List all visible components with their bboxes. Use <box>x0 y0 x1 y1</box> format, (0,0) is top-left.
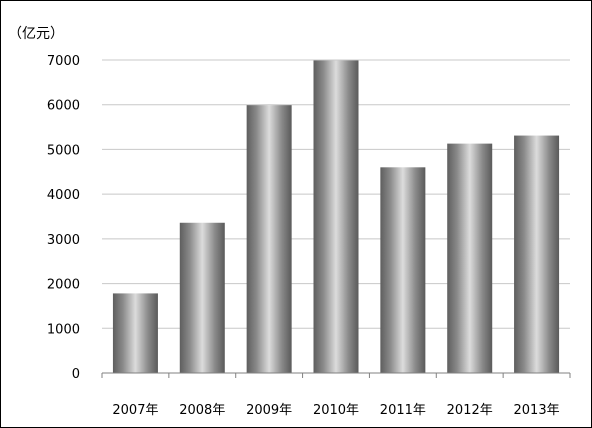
x-tick-label: 2011年 <box>380 403 426 418</box>
x-tick-label: 2013年 <box>514 403 560 418</box>
bar <box>447 143 493 373</box>
y-tick-label: 5000 <box>47 143 80 158</box>
bars <box>112 60 560 373</box>
bar <box>380 167 426 373</box>
x-tick-label: 2012年 <box>447 403 493 418</box>
y-tick-label: 3000 <box>47 233 80 248</box>
x-tick-label: 2008年 <box>179 403 225 418</box>
bar <box>112 293 158 373</box>
y-tick-label: 0 <box>72 367 80 382</box>
y-axis-tick-labels: 0 1000 2000 3000 4000 5000 6000 7000 <box>47 54 80 382</box>
x-tick-label: 2009年 <box>246 403 292 418</box>
bar <box>514 135 560 373</box>
x-axis <box>101 372 571 378</box>
bar <box>313 60 359 373</box>
y-tick-label: 4000 <box>47 188 80 203</box>
x-axis-tick-labels: 2007年 2008年 2009年 2010年 2011年 2012年 2013年 <box>112 403 559 418</box>
y-tick-label: 7000 <box>47 54 80 69</box>
y-tick-label: 6000 <box>47 99 80 114</box>
bar <box>246 105 292 373</box>
x-tick-label: 2010年 <box>313 403 359 418</box>
y-axis-unit-label: （亿元） <box>8 26 64 42</box>
bar <box>179 222 225 373</box>
y-tick-label: 1000 <box>47 322 80 337</box>
x-tick-label: 2007年 <box>112 403 158 418</box>
y-tick-label: 2000 <box>47 278 80 293</box>
